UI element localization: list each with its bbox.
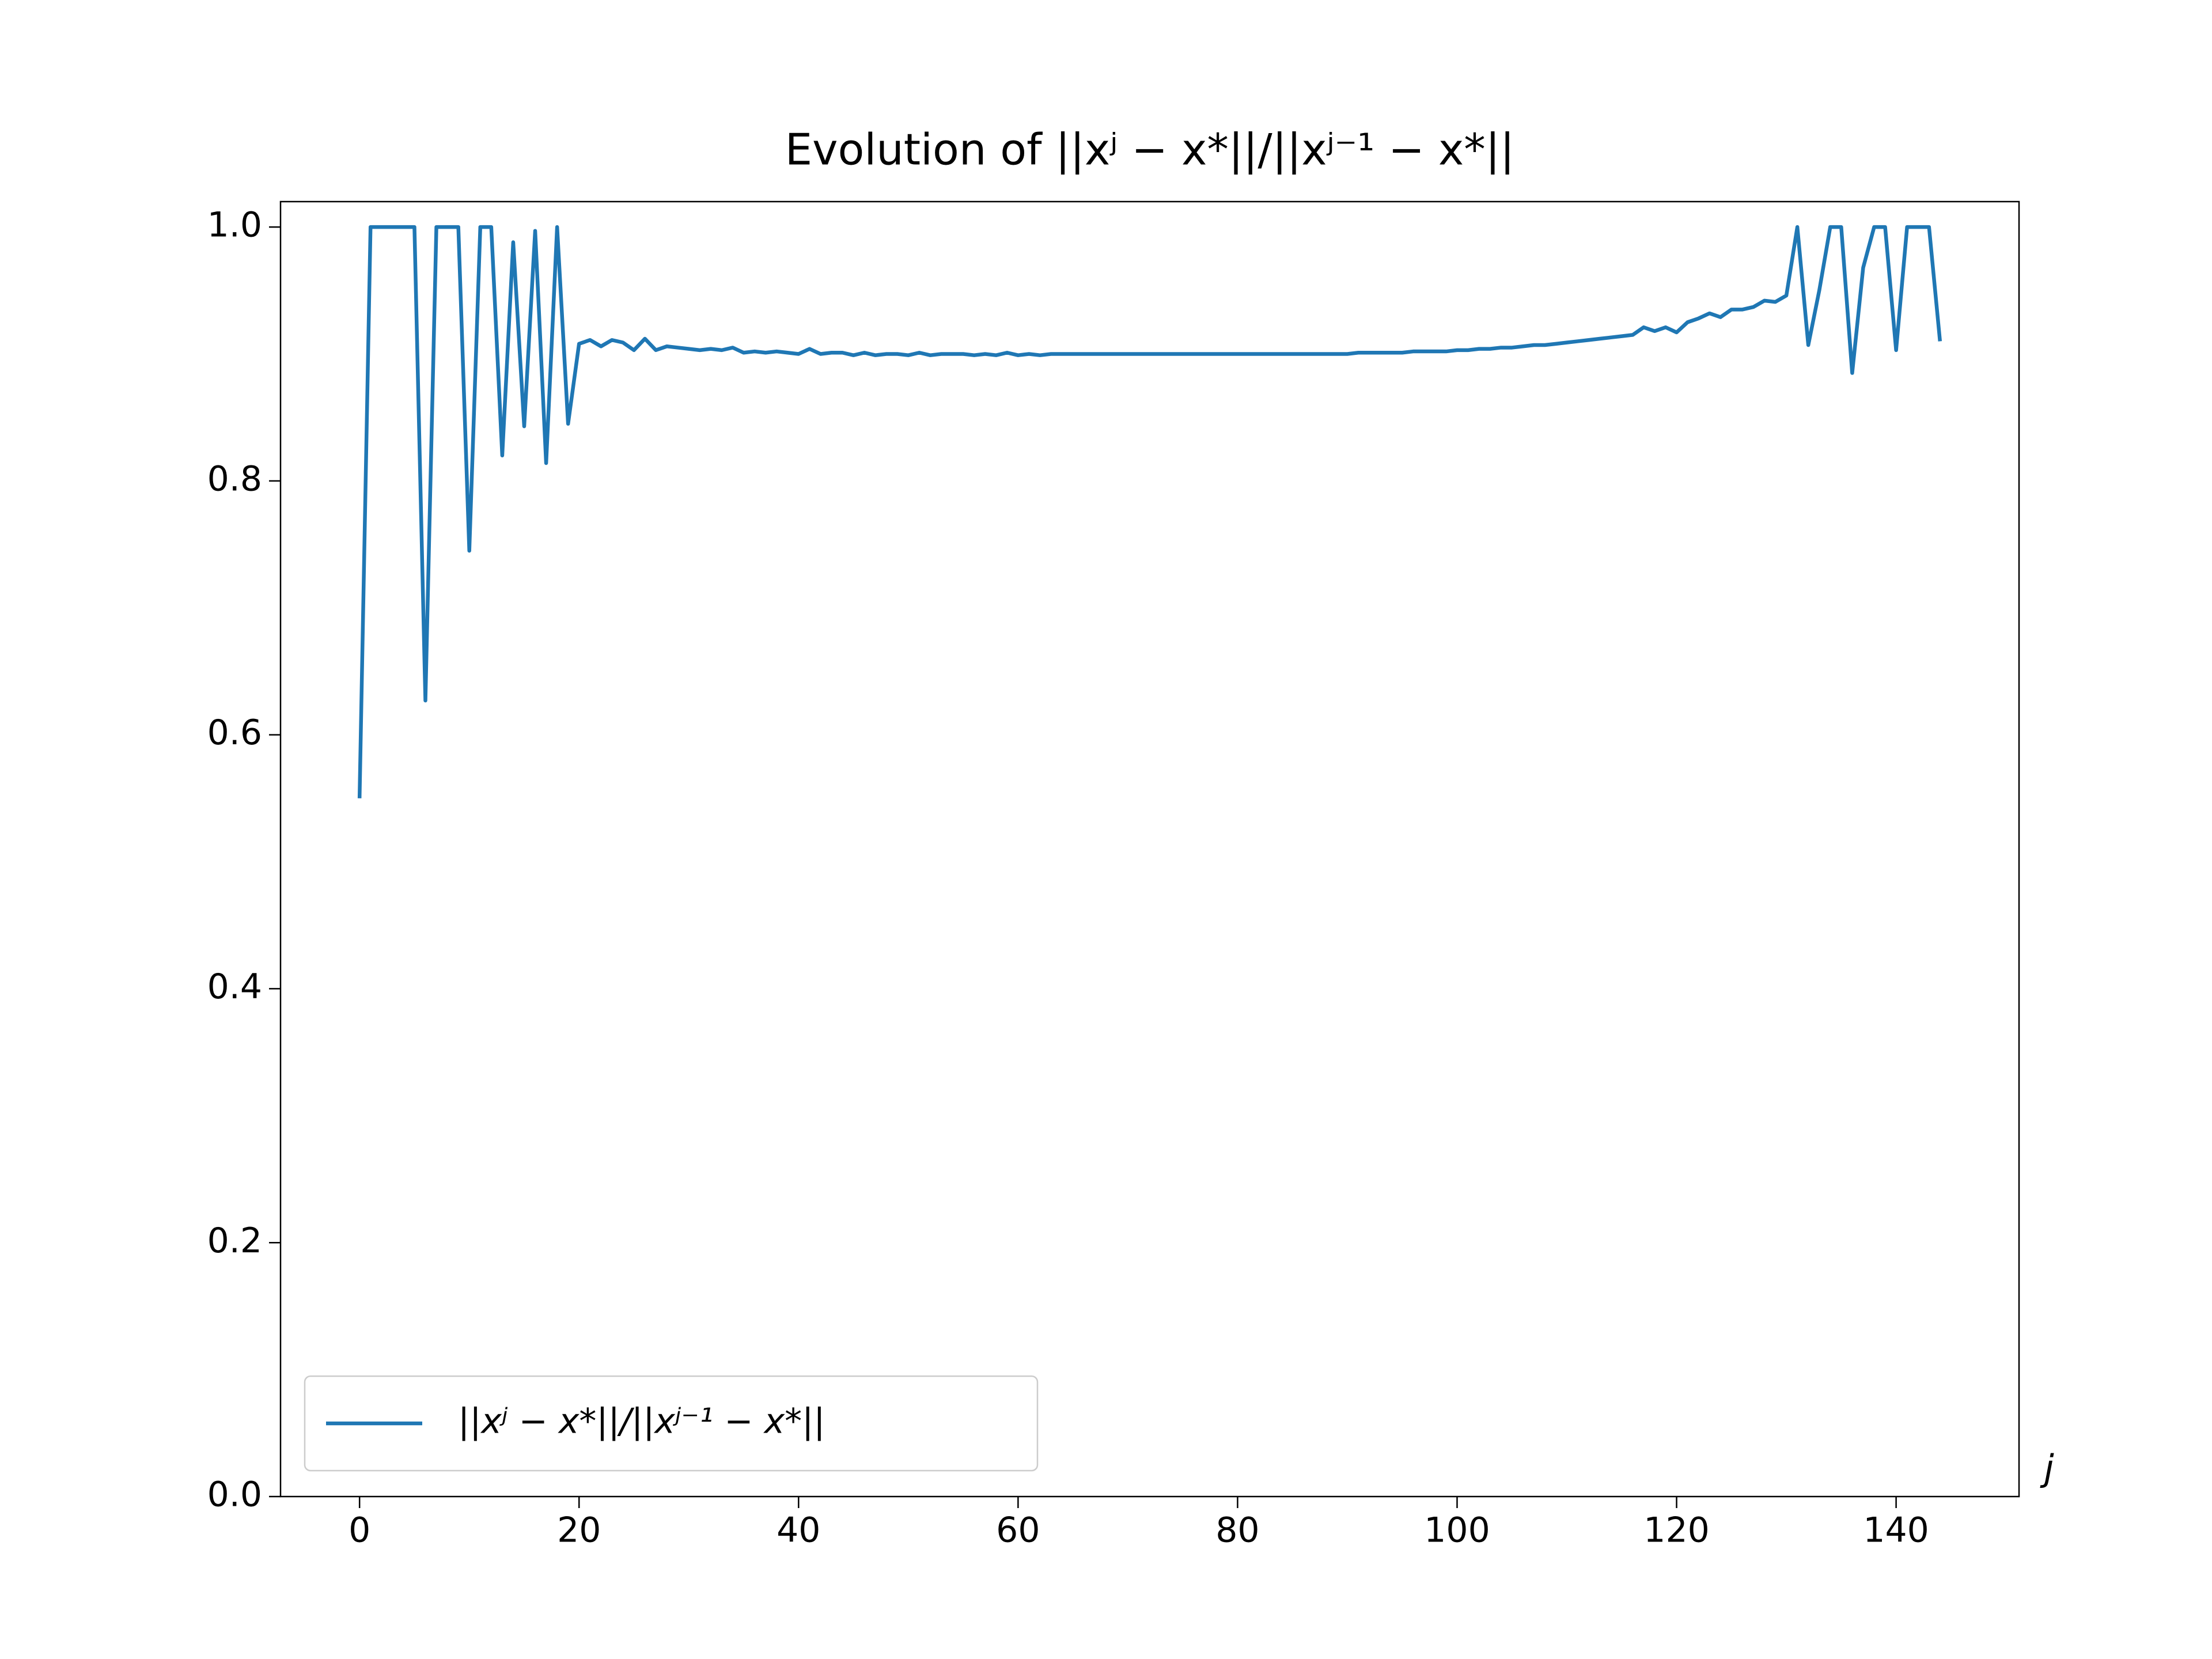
axes-frame <box>279 200 2020 1498</box>
y-tick-label: 0.0 <box>207 1475 262 1515</box>
y-tick-label: 0.4 <box>207 967 262 1007</box>
x-tick-label: 120 <box>1643 1510 1710 1551</box>
y-tick-label: 0.2 <box>207 1221 262 1261</box>
x-tick-label: 40 <box>777 1510 820 1551</box>
x-tick-label: 0 <box>349 1510 370 1551</box>
data-line <box>357 225 1942 798</box>
y-tick-label: 0.8 <box>207 459 262 499</box>
x-tick-label: 20 <box>557 1510 601 1551</box>
y-tick-label: 0.6 <box>207 713 262 753</box>
x-tick-label: 60 <box>996 1510 1040 1551</box>
chart-title: Evolution of ||xʲ − x*||/||xʲ⁻¹ − x*|| <box>785 124 1515 175</box>
x-tick-label: 100 <box>1424 1510 1490 1551</box>
x-tick-label: 80 <box>1215 1510 1259 1551</box>
legend-box <box>304 1375 1039 1472</box>
y-tick-label: 1.0 <box>207 205 262 245</box>
legend-label: ||xʲ − x*||/||xʲ⁻¹ − x*|| <box>458 1402 825 1442</box>
x-tick-label: 140 <box>1863 1510 1929 1551</box>
